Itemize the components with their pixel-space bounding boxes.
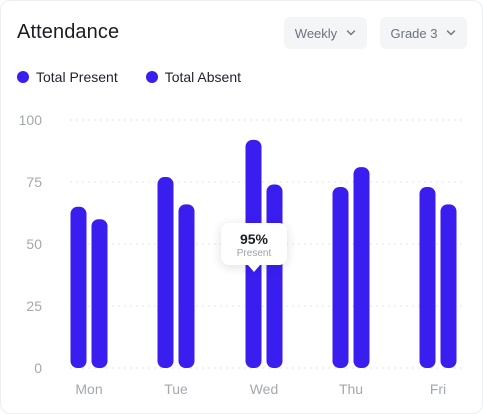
bar-absent xyxy=(440,204,457,368)
tooltip-label: Present xyxy=(236,248,272,259)
legend-label-absent: Total Absent xyxy=(164,69,241,85)
grade-dropdown-label: Grade 3 xyxy=(390,25,438,41)
tooltip-value: 95% xyxy=(239,231,269,247)
card-title: Attendance xyxy=(17,21,120,43)
x-tick-label: Tue xyxy=(164,381,188,397)
y-tick-label: 0 xyxy=(34,360,42,376)
period-dropdown[interactable]: Weekly xyxy=(284,17,367,49)
bar-present xyxy=(419,186,436,368)
bar-present xyxy=(157,177,174,368)
legend-item-absent[interactable]: Total Absent xyxy=(145,69,241,85)
bar-absent xyxy=(178,204,195,368)
chart-tooltip: 95% Present xyxy=(221,223,287,272)
x-tick-label: Thu xyxy=(339,381,363,397)
grade-dropdown[interactable]: Grade 3 xyxy=(380,17,467,49)
legend-dot-absent xyxy=(145,71,158,83)
period-dropdown-label: Weekly xyxy=(294,25,338,41)
bar-present xyxy=(70,206,87,368)
bar-absent xyxy=(353,167,370,368)
legend-item-present[interactable]: Total Present xyxy=(17,69,118,85)
x-tick-label: Wed xyxy=(250,381,279,397)
legend-dot-present xyxy=(17,71,29,83)
bar-absent xyxy=(266,184,283,368)
x-tick-label: Mon xyxy=(75,381,102,397)
chevron-down-icon xyxy=(346,30,356,36)
x-tick-label: Fri xyxy=(430,381,446,397)
legend-label-present: Total Present xyxy=(36,69,118,85)
y-tick-label: 50 xyxy=(26,236,42,252)
y-tick-label: 100 xyxy=(19,112,43,128)
y-tick-label: 25 xyxy=(26,298,42,314)
bar-absent xyxy=(91,219,108,368)
chevron-down-icon xyxy=(447,30,456,36)
chart-legend: Total Present Total Absent xyxy=(17,69,269,85)
y-tick-label: 75 xyxy=(26,174,42,190)
bar-present xyxy=(332,186,349,368)
